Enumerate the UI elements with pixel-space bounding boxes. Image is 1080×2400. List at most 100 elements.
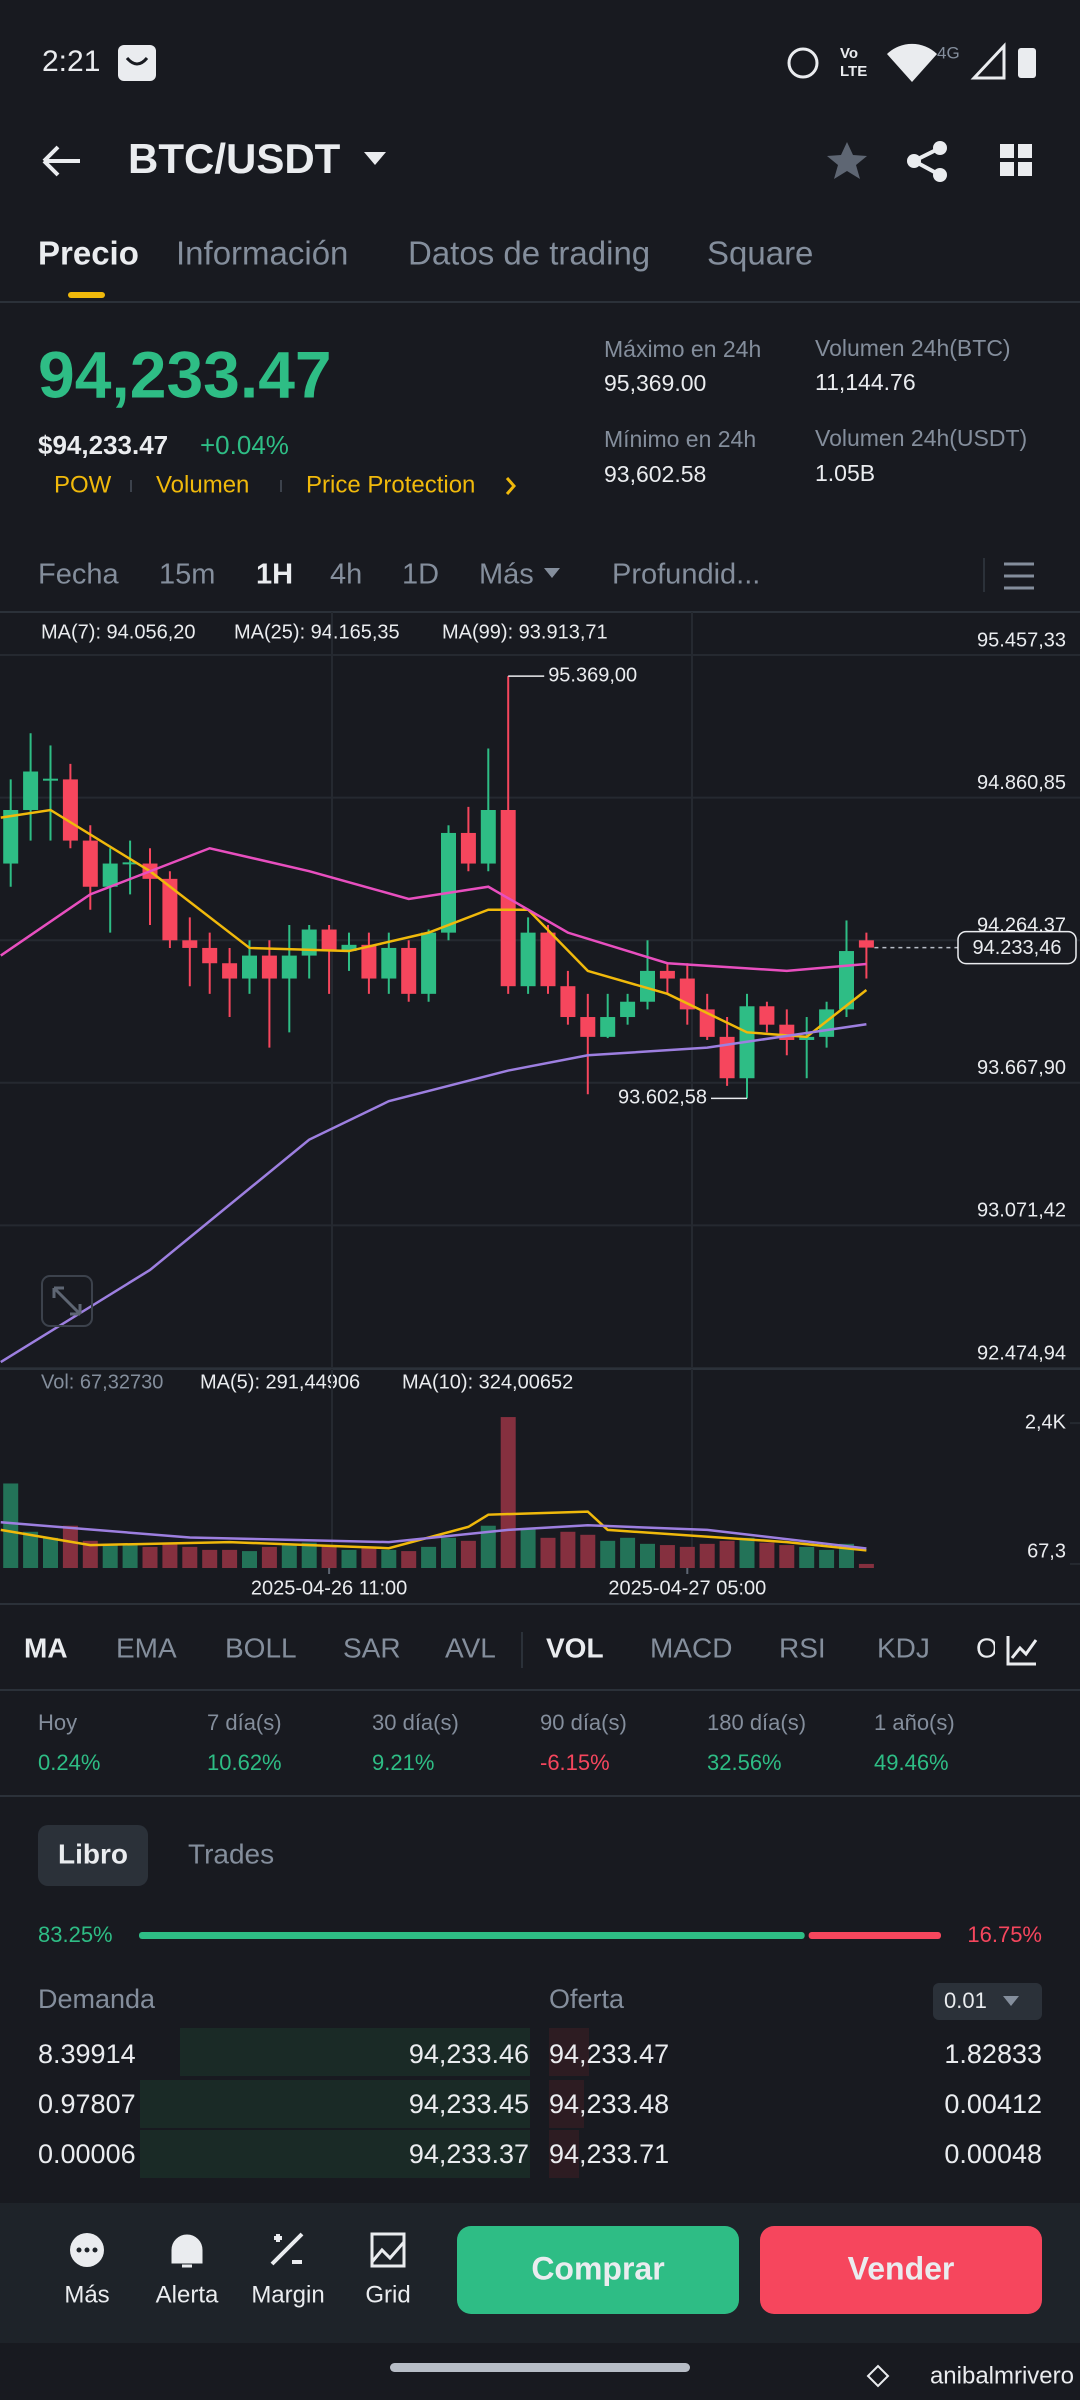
interval[interactable]: 1D — [402, 559, 439, 591]
buy-button[interactable] — [457, 2226, 739, 2314]
indicator[interactable]: KDJ — [877, 1632, 930, 1663]
y-tick-label: 94.860,85 — [977, 772, 1066, 794]
indicator[interactable]: RSI — [779, 1632, 826, 1663]
back-button[interactable] — [42, 145, 80, 177]
indicator[interactable]: BOLL — [225, 1632, 297, 1663]
candle-body — [858, 940, 874, 948]
action-label[interactable]: Grid — [365, 2281, 410, 2308]
candle-body — [301, 929, 317, 956]
volume-bar — [819, 1549, 835, 1568]
book-tab[interactable]: Trades — [188, 1838, 274, 1869]
buy-label[interactable]: Comprar — [531, 2250, 664, 2286]
volume-bar — [580, 1534, 596, 1568]
volume-bar — [361, 1548, 377, 1568]
stat-value: 1.05B — [815, 460, 875, 486]
expand-button[interactable] — [41, 1275, 93, 1327]
volume-bar — [858, 1563, 874, 1568]
pair-title[interactable]: BTC/USDT — [128, 135, 341, 182]
layout-cell — [1018, 144, 1032, 158]
indicator[interactable]: AVL — [445, 1632, 496, 1663]
step-value[interactable]: 0.01 — [944, 1988, 987, 2013]
tag[interactable]: POW — [54, 471, 112, 498]
interval[interactable]: Fecha — [38, 559, 119, 591]
interval[interactable]: Profundid... — [612, 559, 760, 591]
volume-bar — [421, 1546, 437, 1568]
volume-bar — [779, 1545, 795, 1568]
candle-body — [361, 944, 377, 979]
ask-ratio-bar — [808, 1932, 941, 1939]
candle-body — [620, 1001, 636, 1018]
book-tab[interactable]: Libro — [58, 1838, 128, 1869]
tab[interactable]: Precio — [38, 235, 139, 272]
book-tab-active[interactable] — [38, 1825, 148, 1886]
y-tick-label: 95.457,33 — [977, 629, 1066, 651]
candle-body — [162, 878, 178, 941]
interval[interactable]: 15m — [159, 559, 215, 591]
stat-label: Máximo en 24h — [604, 336, 761, 362]
candle-body — [421, 932, 437, 994]
volte-top: Vo — [840, 45, 858, 62]
interval[interactable]: Más — [479, 559, 534, 591]
y-tick-label: 93.667,90 — [977, 1057, 1066, 1079]
expand-arrow — [52, 1286, 82, 1316]
interval-dropdown — [544, 568, 560, 578]
indicator[interactable]: MA — [24, 1632, 68, 1663]
step-selector[interactable] — [933, 1983, 1042, 2020]
sell-button[interactable] — [760, 2226, 1042, 2314]
favorite-icon[interactable] — [827, 142, 867, 179]
action-label[interactable]: Margin — [251, 2281, 324, 2308]
volume-bar — [202, 1549, 218, 1568]
tab[interactable]: Datos de trading — [408, 235, 650, 272]
volume-bar — [659, 1545, 675, 1568]
chart-settings-icon[interactable] — [1004, 562, 1034, 590]
action-label[interactable]: Más — [64, 2281, 109, 2308]
indicator[interactable]: VOL — [546, 1632, 604, 1663]
candle-body — [480, 809, 496, 864]
volume-ma-line — [0, 1510, 867, 1552]
perf-label: 30 día(s) — [372, 1710, 459, 1735]
volume-bar — [460, 1540, 476, 1568]
volume-bar — [759, 1542, 775, 1568]
volume-bar — [401, 1551, 417, 1568]
perf-value: -6.15% — [540, 1750, 610, 1775]
candle-body — [82, 840, 98, 887]
tab-underline — [68, 292, 105, 298]
candle-body — [341, 944, 357, 952]
indicator[interactable]: MACD — [650, 1632, 732, 1663]
volume-bar — [560, 1531, 576, 1568]
layout-icon[interactable] — [1000, 144, 1032, 176]
indicator[interactable]: SAR — [343, 1632, 401, 1663]
tag[interactable]: Volumen — [156, 471, 249, 498]
more-dot — [92, 2247, 98, 2253]
grid-icon[interactable] — [370, 2232, 406, 2268]
interval[interactable]: 1H — [256, 559, 293, 591]
candle-body — [659, 970, 675, 979]
share-icon[interactable] — [907, 141, 947, 182]
tab[interactable]: Información — [176, 235, 348, 272]
indicator-settings-icon[interactable] — [1006, 1636, 1038, 1666]
tag[interactable]: Price Protection — [306, 471, 475, 498]
ma-line — [0, 1022, 867, 1364]
pair-dropdown[interactable] — [364, 152, 386, 165]
candle-body — [600, 1017, 616, 1037]
alert-icon[interactable] — [171, 2234, 203, 2268]
ma-legend: MA(7): 94.056,20 — [41, 621, 196, 643]
action-label[interactable]: Alerta — [156, 2281, 219, 2308]
bid-price: 94,233.46 — [409, 2039, 529, 2069]
interval[interactable]: 4h — [330, 559, 362, 591]
perf-value: 32.56% — [707, 1750, 782, 1775]
bid-ratio: 83.25% — [38, 1922, 113, 1947]
volume-bar — [122, 1545, 138, 1568]
indicator[interactable]: EMA — [116, 1632, 177, 1663]
candle-body — [321, 929, 337, 952]
stat-value: 95,369.00 — [604, 370, 706, 396]
tab[interactable]: Square — [707, 235, 813, 272]
stat-label: Mínimo en 24h — [604, 426, 756, 452]
candle-body — [242, 955, 257, 979]
sell-label[interactable]: Vender — [848, 2250, 955, 2286]
margin-icon[interactable] — [270, 2232, 304, 2266]
indicator[interactable]: O — [976, 1632, 998, 1663]
volume-bar — [102, 1543, 118, 1568]
bid-qty: 0.97807 — [38, 2089, 136, 2119]
perf-value: 49.46% — [874, 1750, 949, 1775]
